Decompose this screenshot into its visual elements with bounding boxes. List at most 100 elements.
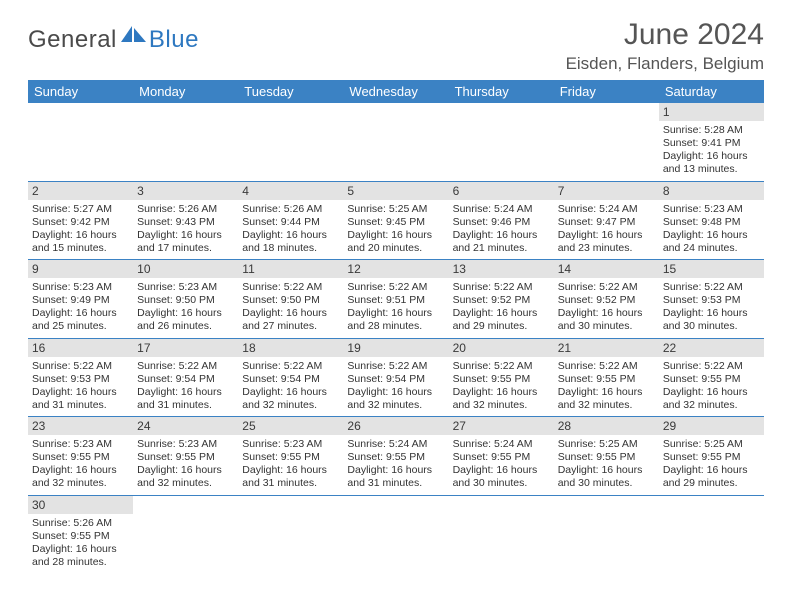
day-details: Sunrise: 5:22 AMSunset: 9:55 PMDaylight:…	[554, 357, 659, 417]
calendar-row: 9Sunrise: 5:23 AMSunset: 9:49 PMDaylight…	[28, 260, 764, 339]
calendar-cell: 18Sunrise: 5:22 AMSunset: 9:54 PMDayligh…	[238, 338, 343, 417]
day-details: Sunrise: 5:24 AMSunset: 9:47 PMDaylight:…	[554, 200, 659, 260]
day-details: Sunrise: 5:27 AMSunset: 9:42 PMDaylight:…	[28, 200, 133, 260]
calendar-cell: 24Sunrise: 5:23 AMSunset: 9:55 PMDayligh…	[133, 417, 238, 496]
day-number: 17	[133, 339, 238, 357]
day-details: Sunrise: 5:22 AMSunset: 9:53 PMDaylight:…	[28, 357, 133, 417]
day-details: Sunrise: 5:26 AMSunset: 9:55 PMDaylight:…	[28, 514, 133, 574]
calendar-cell: 5Sunrise: 5:25 AMSunset: 9:45 PMDaylight…	[343, 181, 448, 260]
calendar-cell: 13Sunrise: 5:22 AMSunset: 9:52 PMDayligh…	[449, 260, 554, 339]
day-header: Thursday	[449, 80, 554, 103]
calendar-cell: 21Sunrise: 5:22 AMSunset: 9:55 PMDayligh…	[554, 338, 659, 417]
day-details: Sunrise: 5:25 AMSunset: 9:55 PMDaylight:…	[659, 435, 764, 495]
calendar-row: 1Sunrise: 5:28 AMSunset: 9:41 PMDaylight…	[28, 103, 764, 181]
calendar-cell: 4Sunrise: 5:26 AMSunset: 9:44 PMDaylight…	[238, 181, 343, 260]
day-number: 2	[28, 182, 133, 200]
day-details: Sunrise: 5:22 AMSunset: 9:52 PMDaylight:…	[449, 278, 554, 338]
day-number: 4	[238, 182, 343, 200]
logo-sail-icon	[121, 24, 147, 49]
location-label: Eisden, Flanders, Belgium	[566, 54, 764, 74]
day-details: Sunrise: 5:22 AMSunset: 9:54 PMDaylight:…	[238, 357, 343, 417]
day-number: 13	[449, 260, 554, 278]
calendar-cell-blank	[659, 495, 764, 573]
logo-text-general: General	[28, 26, 117, 54]
day-details: Sunrise: 5:22 AMSunset: 9:55 PMDaylight:…	[449, 357, 554, 417]
calendar-cell: 16Sunrise: 5:22 AMSunset: 9:53 PMDayligh…	[28, 338, 133, 417]
day-details: Sunrise: 5:22 AMSunset: 9:52 PMDaylight:…	[554, 278, 659, 338]
calendar-cell: 7Sunrise: 5:24 AMSunset: 9:47 PMDaylight…	[554, 181, 659, 260]
day-number: 23	[28, 417, 133, 435]
calendar-row: 23Sunrise: 5:23 AMSunset: 9:55 PMDayligh…	[28, 417, 764, 496]
calendar-cell-blank	[238, 103, 343, 181]
calendar-row: 2Sunrise: 5:27 AMSunset: 9:42 PMDaylight…	[28, 181, 764, 260]
calendar-cell: 26Sunrise: 5:24 AMSunset: 9:55 PMDayligh…	[343, 417, 448, 496]
day-number: 30	[28, 496, 133, 514]
title-block: June 2024 Eisden, Flanders, Belgium	[566, 18, 764, 74]
day-number: 15	[659, 260, 764, 278]
calendar-body: 1Sunrise: 5:28 AMSunset: 9:41 PMDaylight…	[28, 103, 764, 573]
calendar-cell: 6Sunrise: 5:24 AMSunset: 9:46 PMDaylight…	[449, 181, 554, 260]
calendar-cell: 15Sunrise: 5:22 AMSunset: 9:53 PMDayligh…	[659, 260, 764, 339]
calendar-cell: 10Sunrise: 5:23 AMSunset: 9:50 PMDayligh…	[133, 260, 238, 339]
day-number: 7	[554, 182, 659, 200]
day-details: Sunrise: 5:25 AMSunset: 9:45 PMDaylight:…	[343, 200, 448, 260]
calendar-cell-blank	[133, 495, 238, 573]
day-number: 20	[449, 339, 554, 357]
calendar-cell: 14Sunrise: 5:22 AMSunset: 9:52 PMDayligh…	[554, 260, 659, 339]
day-details: Sunrise: 5:28 AMSunset: 9:41 PMDaylight:…	[659, 121, 764, 181]
calendar-cell-blank	[343, 495, 448, 573]
calendar-cell: 1Sunrise: 5:28 AMSunset: 9:41 PMDaylight…	[659, 103, 764, 181]
month-title: June 2024	[566, 18, 764, 52]
day-number: 14	[554, 260, 659, 278]
calendar-head: SundayMondayTuesdayWednesdayThursdayFrid…	[28, 80, 764, 103]
day-number: 12	[343, 260, 448, 278]
calendar-cell: 19Sunrise: 5:22 AMSunset: 9:54 PMDayligh…	[343, 338, 448, 417]
day-number: 11	[238, 260, 343, 278]
day-details: Sunrise: 5:22 AMSunset: 9:53 PMDaylight:…	[659, 278, 764, 338]
day-number: 5	[343, 182, 448, 200]
calendar-cell: 3Sunrise: 5:26 AMSunset: 9:43 PMDaylight…	[133, 181, 238, 260]
day-number: 9	[28, 260, 133, 278]
day-details: Sunrise: 5:23 AMSunset: 9:50 PMDaylight:…	[133, 278, 238, 338]
calendar-row: 16Sunrise: 5:22 AMSunset: 9:53 PMDayligh…	[28, 338, 764, 417]
day-number: 28	[554, 417, 659, 435]
day-details: Sunrise: 5:23 AMSunset: 9:49 PMDaylight:…	[28, 278, 133, 338]
calendar-cell: 20Sunrise: 5:22 AMSunset: 9:55 PMDayligh…	[449, 338, 554, 417]
day-details: Sunrise: 5:22 AMSunset: 9:55 PMDaylight:…	[659, 357, 764, 417]
day-details: Sunrise: 5:23 AMSunset: 9:55 PMDaylight:…	[28, 435, 133, 495]
day-details: Sunrise: 5:26 AMSunset: 9:43 PMDaylight:…	[133, 200, 238, 260]
calendar-cell: 17Sunrise: 5:22 AMSunset: 9:54 PMDayligh…	[133, 338, 238, 417]
day-details: Sunrise: 5:22 AMSunset: 9:51 PMDaylight:…	[343, 278, 448, 338]
day-header: Monday	[133, 80, 238, 103]
logo: General Blue	[28, 24, 199, 55]
calendar-cell-blank	[343, 103, 448, 181]
day-header: Wednesday	[343, 80, 448, 103]
calendar-cell: 8Sunrise: 5:23 AMSunset: 9:48 PMDaylight…	[659, 181, 764, 260]
day-number: 29	[659, 417, 764, 435]
day-details: Sunrise: 5:22 AMSunset: 9:50 PMDaylight:…	[238, 278, 343, 338]
calendar-cell-blank	[554, 495, 659, 573]
calendar-cell-blank	[554, 103, 659, 181]
calendar-cell: 23Sunrise: 5:23 AMSunset: 9:55 PMDayligh…	[28, 417, 133, 496]
day-number: 6	[449, 182, 554, 200]
calendar-cell: 11Sunrise: 5:22 AMSunset: 9:50 PMDayligh…	[238, 260, 343, 339]
day-number: 8	[659, 182, 764, 200]
header: General Blue June 2024 Eisden, Flanders,…	[28, 18, 764, 74]
day-number: 3	[133, 182, 238, 200]
day-details: Sunrise: 5:22 AMSunset: 9:54 PMDaylight:…	[133, 357, 238, 417]
calendar-row: 30Sunrise: 5:26 AMSunset: 9:55 PMDayligh…	[28, 495, 764, 573]
calendar-cell-blank	[449, 103, 554, 181]
calendar-cell: 27Sunrise: 5:24 AMSunset: 9:55 PMDayligh…	[449, 417, 554, 496]
calendar-cell-blank	[238, 495, 343, 573]
calendar-cell: 2Sunrise: 5:27 AMSunset: 9:42 PMDaylight…	[28, 181, 133, 260]
day-details: Sunrise: 5:26 AMSunset: 9:44 PMDaylight:…	[238, 200, 343, 260]
calendar-cell: 9Sunrise: 5:23 AMSunset: 9:49 PMDaylight…	[28, 260, 133, 339]
day-number: 19	[343, 339, 448, 357]
day-number: 16	[28, 339, 133, 357]
day-details: Sunrise: 5:24 AMSunset: 9:55 PMDaylight:…	[449, 435, 554, 495]
day-number: 24	[133, 417, 238, 435]
day-number: 21	[554, 339, 659, 357]
day-number: 1	[659, 103, 764, 121]
day-number: 22	[659, 339, 764, 357]
calendar-cell: 30Sunrise: 5:26 AMSunset: 9:55 PMDayligh…	[28, 495, 133, 573]
